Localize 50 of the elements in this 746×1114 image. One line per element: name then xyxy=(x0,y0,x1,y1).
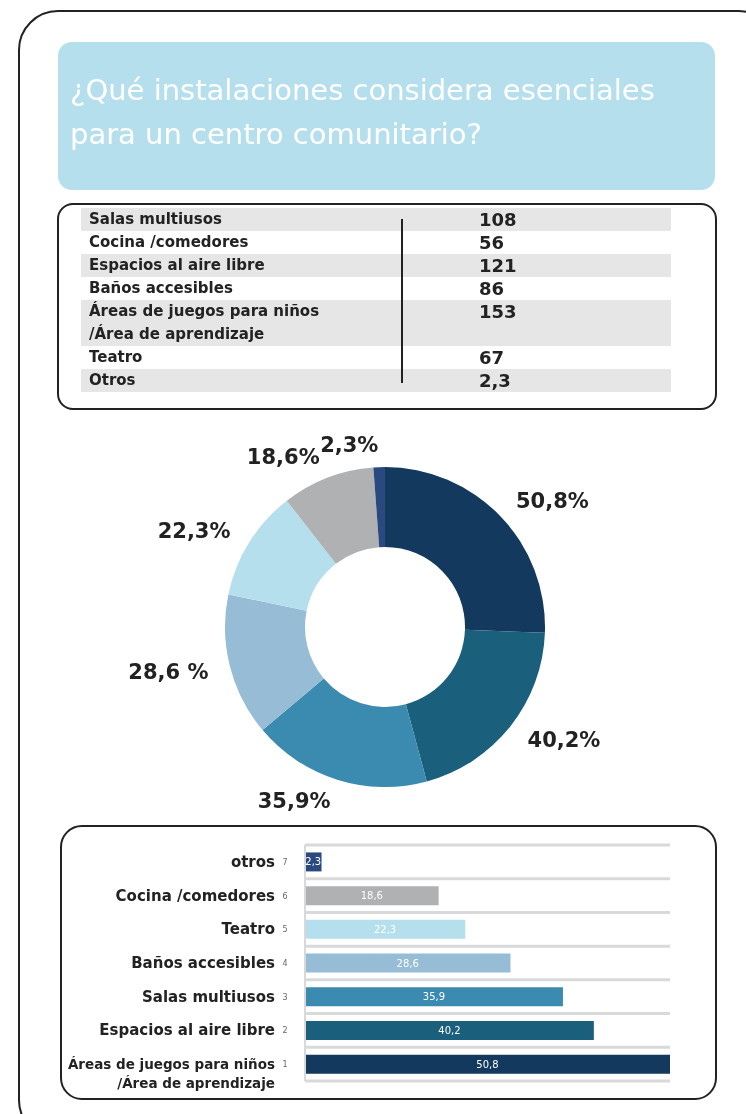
text: 1 xyxy=(282,1060,288,1070)
bar xyxy=(305,1020,594,1040)
data-label: 56 xyxy=(479,231,505,254)
data-label: 35,9 xyxy=(422,991,446,1003)
y-tick-label: otros xyxy=(230,852,276,871)
bar xyxy=(305,987,563,1007)
text: 4 xyxy=(282,959,288,968)
data-label: 50,8 xyxy=(476,1058,499,1070)
data-label: 22,3% xyxy=(157,518,231,543)
data-label: 67 xyxy=(479,346,505,369)
y-tick-label: Áreas de juegos para niños /Área de aprendizaje xyxy=(67,1056,275,1092)
donut-slice xyxy=(286,467,380,564)
data-label: 18,6 xyxy=(360,890,383,902)
text: 3 xyxy=(282,992,288,1002)
data-label: 28,6 xyxy=(396,957,419,969)
text: 2 xyxy=(282,1026,288,1036)
data-label: 40,2% xyxy=(527,728,601,753)
y-tick-label: Salas multiusos xyxy=(142,987,276,1006)
data-label: 50,8% xyxy=(515,488,589,513)
bar xyxy=(305,953,511,973)
text: ¿Qué instalaciones considera esenciales para un centro comunitario? xyxy=(58,42,715,190)
data-label: 18,6% xyxy=(246,445,320,470)
data-label: 2,3 xyxy=(305,856,322,868)
category-label: Teatro xyxy=(89,347,144,368)
donut-slice xyxy=(262,678,427,787)
data-label: 153 xyxy=(479,300,517,324)
category-label: Salas multiusos xyxy=(89,209,223,230)
text: 5 xyxy=(282,925,288,935)
donut-slice xyxy=(225,594,324,731)
bar xyxy=(305,919,466,939)
data-label: 35,9% xyxy=(257,788,331,813)
bar xyxy=(305,1054,670,1074)
text: 7 xyxy=(282,857,288,867)
text: 6 xyxy=(282,891,288,901)
y-tick-label: Espacios al aire libre xyxy=(99,1021,275,1040)
data-label: 28,6 % xyxy=(128,659,209,684)
data-label: 108 xyxy=(479,208,517,231)
data-label: 86 xyxy=(479,277,505,300)
y-tick-label: Cocina /comedores xyxy=(115,886,276,905)
data-label: 2,3% xyxy=(320,433,379,458)
category-label: Otros xyxy=(89,370,137,391)
data-label: 22,3 xyxy=(373,923,397,935)
bar xyxy=(305,886,439,906)
y-tick-label: Baños accesibles xyxy=(131,954,276,972)
data-label: 2,3 xyxy=(479,369,511,392)
donut-slice xyxy=(228,500,336,611)
donut-slice xyxy=(373,467,385,548)
data-label: 40,2 xyxy=(438,1025,461,1037)
data-label: 121 xyxy=(479,254,517,277)
y-tick-label: Teatro xyxy=(221,920,275,939)
